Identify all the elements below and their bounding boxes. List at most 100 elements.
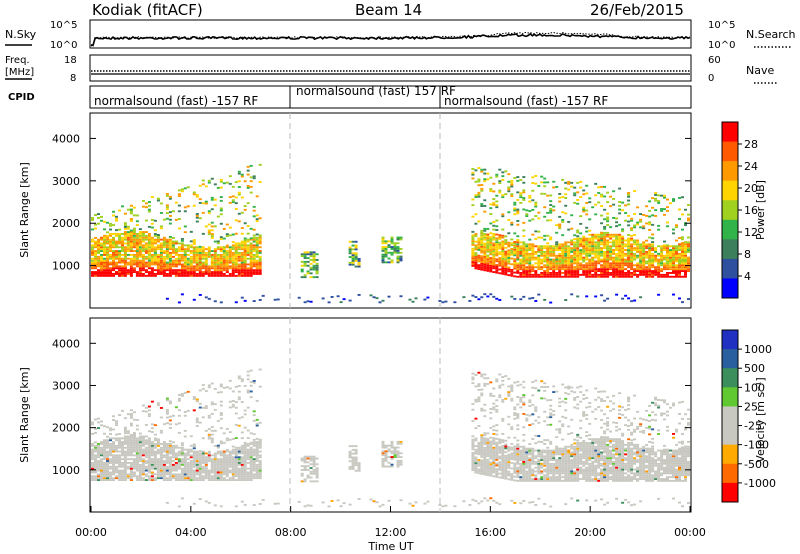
power-echo-cell xyxy=(195,250,199,252)
power-echo-cell xyxy=(198,184,202,187)
velocity-echo-cell xyxy=(165,448,169,451)
power-echo-cell xyxy=(531,254,535,257)
velocity-echo-cell xyxy=(474,456,478,459)
velocity-echo-cell xyxy=(501,458,505,460)
power-echo-cell xyxy=(684,208,687,211)
power-echo-cell xyxy=(168,269,172,272)
power-echo-cell xyxy=(576,256,580,259)
power-echo-cell xyxy=(252,259,256,262)
power-echo-cell xyxy=(189,246,193,249)
velocity-echo-cell xyxy=(243,409,247,412)
power-echo-cell xyxy=(204,261,208,264)
velocity-echo-cell xyxy=(240,458,244,461)
velocity-echo-cell xyxy=(115,439,118,442)
power-echo-cell xyxy=(390,238,394,241)
velocity-echo-cell xyxy=(477,447,481,450)
power-echo-cell xyxy=(237,271,241,273)
power-echo-cell xyxy=(522,189,526,192)
power-echo-cell xyxy=(198,252,202,254)
power-echo-cell xyxy=(609,241,613,244)
power-echo-cell xyxy=(501,253,505,256)
power-echo-cell xyxy=(597,186,601,189)
power-echo-cell xyxy=(234,274,238,277)
velocity-echo-cell xyxy=(97,448,100,451)
power-echo-cell xyxy=(213,255,217,258)
velocity-echo-cell xyxy=(144,441,148,443)
power-echo-cell xyxy=(558,227,562,230)
velocity-echo-cell xyxy=(306,457,310,460)
power-echo-cell xyxy=(477,243,481,246)
velocity-echo-cell xyxy=(492,448,496,451)
velocity-echo-cell xyxy=(159,469,163,472)
velocity-echo-cell xyxy=(216,467,220,470)
power-echo-cell xyxy=(249,237,253,240)
velocity-echo-cell xyxy=(118,433,121,435)
power-echo-cell xyxy=(249,274,253,277)
power-echo-cell xyxy=(132,214,136,217)
velocity-echo-cell xyxy=(243,456,247,459)
velocity-echo-cell xyxy=(501,376,505,378)
power-echo-cell xyxy=(627,247,631,250)
power-echo-cell xyxy=(216,248,220,251)
velocity-echo-cell xyxy=(213,388,217,390)
power-echo-cell xyxy=(477,167,481,169)
power-echo-cell xyxy=(348,263,352,266)
power-echo-cell xyxy=(453,301,457,304)
power-echo-cell xyxy=(582,260,586,263)
power-echo-cell xyxy=(240,296,244,299)
power-echo-cell xyxy=(210,237,214,239)
power-echo-cell xyxy=(534,270,538,272)
power-echo-cell xyxy=(564,299,568,301)
power-echo-cell xyxy=(249,246,253,249)
velocity-echo-cell xyxy=(135,446,139,449)
power-echo-cell xyxy=(612,268,616,271)
power-echo-cell xyxy=(495,267,499,270)
velocity-echo-cell xyxy=(121,452,124,455)
power-echo-cell xyxy=(504,256,508,259)
velocity-echo-cell xyxy=(486,432,490,435)
power-echo-cell xyxy=(219,180,223,183)
power-echo-cell xyxy=(570,241,574,244)
power-echo-cell xyxy=(576,237,580,240)
power-echo-cell xyxy=(576,239,580,242)
power-echo-cell xyxy=(106,267,109,270)
power-echo-cell xyxy=(606,260,610,263)
power-echo-cell xyxy=(189,273,193,275)
power-echo-cell xyxy=(144,248,148,251)
power-echo-cell xyxy=(579,251,583,253)
power-echo-cell xyxy=(237,244,241,247)
velocity-echo-cell xyxy=(168,475,172,478)
power-echo-cell xyxy=(300,268,304,271)
power-echo-cell xyxy=(594,273,598,276)
velocity-echo-cell xyxy=(115,454,118,457)
power-echo-cell xyxy=(582,272,586,274)
velocity-echo-cell xyxy=(246,389,250,392)
power-echo-cell xyxy=(129,246,133,249)
power-echo-cell xyxy=(477,264,481,267)
power-echo-cell xyxy=(123,267,127,270)
velocity-echo-cell xyxy=(153,465,157,468)
power-echo-cell xyxy=(636,206,640,209)
power-echo-cell xyxy=(678,243,681,246)
velocity-echo-cell xyxy=(100,467,103,470)
velocity-echo-cell xyxy=(228,477,232,480)
power-echo-cell xyxy=(585,192,589,195)
power-echo-cell xyxy=(204,257,208,260)
velocity-echo-cell xyxy=(300,459,304,462)
velocity-echo-cell xyxy=(234,454,238,457)
velocity-echo-cell xyxy=(231,452,235,455)
velocity-echo-cell xyxy=(103,443,106,445)
velocity-echo-cell xyxy=(216,473,220,476)
velocity-echo-cell xyxy=(210,471,214,474)
power-echo-cell xyxy=(657,275,661,278)
power-echo-cell xyxy=(504,262,508,264)
power-echo-cell xyxy=(153,259,157,262)
velocity-echo-cell xyxy=(246,391,250,394)
velocity-echo-cell xyxy=(234,450,238,453)
power-echo-cell xyxy=(504,267,508,270)
power-echo-cell xyxy=(567,270,571,272)
velocity-echo-cell xyxy=(174,444,178,447)
power-echo-cell xyxy=(564,187,568,190)
power-echo-cell xyxy=(588,239,592,242)
power-echo-cell xyxy=(534,175,538,177)
